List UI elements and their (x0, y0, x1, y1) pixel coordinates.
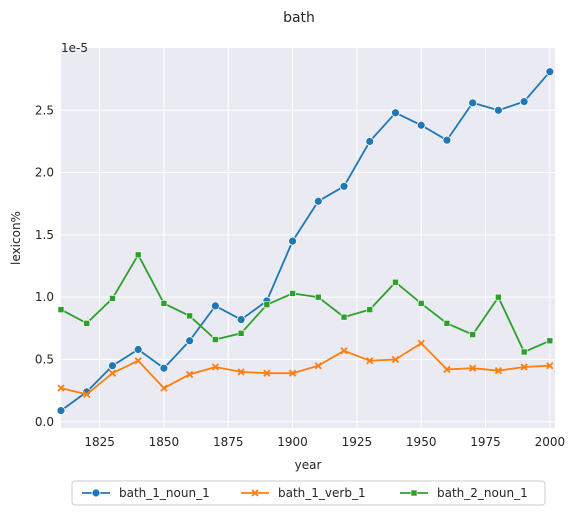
x-axis-label: year (295, 458, 322, 472)
data-point (545, 67, 555, 77)
series-layer (56, 67, 555, 415)
legend-marker (251, 489, 259, 497)
legend-label: bath_1_verb_1 (278, 486, 366, 500)
data-point (236, 315, 246, 325)
data-point (237, 330, 245, 337)
data-point (186, 370, 194, 379)
legend-marker (410, 489, 418, 497)
data-point (109, 295, 116, 302)
y-tick-label: 1.0 (35, 290, 54, 304)
data-point (520, 348, 528, 356)
series-bath_2_noun_1 (57, 251, 554, 356)
data-point (366, 357, 374, 365)
data-point (210, 301, 220, 311)
data-point (83, 390, 91, 398)
data-point (57, 384, 65, 392)
data-point (134, 357, 142, 365)
data-point (133, 345, 143, 354)
data-point (314, 362, 322, 370)
data-point (211, 363, 220, 371)
legend-label: bath_1_noun_1 (119, 486, 210, 500)
legend-marker (91, 488, 101, 498)
series-line (60, 71, 551, 412)
data-point (339, 181, 349, 191)
legend-item: bath_1_noun_1 (82, 486, 210, 500)
legend-frame (71, 480, 546, 506)
data-point (443, 320, 451, 327)
legend-label: bath_2_noun_1 (437, 486, 528, 500)
data-point (469, 364, 477, 372)
data-point (417, 300, 425, 307)
series-bath_1_noun_1 (56, 67, 555, 415)
data-point (108, 361, 117, 371)
x-tick-label: 1950 (406, 435, 437, 449)
data-point (160, 384, 168, 392)
y-axis-label: lexicon% (9, 211, 23, 265)
legend: bath_1_noun_1 bath_1_verb_1 bath_2_noun_1 (71, 480, 546, 506)
data-point (493, 105, 503, 115)
data-point (83, 320, 91, 327)
x-tick-label: 1825 (84, 435, 115, 449)
data-point (340, 347, 348, 355)
x-tick-label: 1875 (213, 435, 244, 449)
series-line (60, 342, 550, 396)
data-point (519, 97, 529, 106)
y-axis-ticks: 0.0 0.5 1.0 1.5 2.0 2.5 (35, 103, 54, 428)
y-tick-label: 1.5 (35, 228, 54, 242)
y-tick-label: 0.5 (35, 352, 54, 366)
data-point (263, 301, 271, 308)
x-tick-label: 2000 (535, 435, 566, 449)
data-point (108, 369, 117, 377)
y-tick-label: 0.0 (35, 415, 54, 429)
series-line (60, 252, 551, 354)
grid-lines (61, 48, 555, 428)
legend-item: bath_1_verb_1 (241, 486, 366, 500)
data-point (442, 135, 452, 145)
y-tick-label: 2.0 (35, 166, 54, 180)
x-tick-label: 1975 (470, 435, 501, 449)
data-point (56, 406, 66, 415)
data-point (520, 363, 528, 371)
x-tick-label: 1925 (342, 435, 373, 449)
data-point (288, 369, 297, 377)
data-point (134, 251, 142, 259)
series-bath_1_verb_1 (57, 339, 554, 398)
x-axis-ticks: 1825 1850 1875 1900 1925 1950 1975 2000 (84, 435, 565, 449)
data-point (366, 306, 374, 313)
data-point (495, 293, 502, 301)
data-point (313, 196, 323, 206)
x-tick-label: 1850 (149, 435, 180, 449)
data-point (212, 336, 219, 343)
data-point (160, 300, 168, 307)
data-point (443, 365, 451, 374)
data-point (417, 339, 425, 347)
data-point (365, 137, 375, 146)
data-point (468, 98, 478, 108)
data-point (340, 313, 348, 321)
data-point (314, 293, 322, 301)
data-point (546, 337, 554, 345)
data-point (159, 363, 169, 373)
y-offset-label: 1e-5 (61, 41, 88, 55)
data-point (185, 336, 195, 346)
chart-title: bath (283, 10, 315, 26)
plot-area (61, 48, 555, 428)
data-point (237, 368, 245, 376)
data-point (546, 362, 554, 370)
legend-item: bath_2_noun_1 (400, 486, 528, 500)
data-point (391, 108, 400, 118)
x-tick-label: 1900 (277, 435, 308, 449)
data-point (392, 278, 399, 286)
data-point (469, 331, 476, 338)
data-point (289, 290, 296, 297)
data-point (263, 369, 271, 377)
data-point (57, 306, 65, 313)
data-point (416, 120, 426, 130)
data-point (494, 367, 503, 375)
data-point (186, 312, 193, 320)
data-point (391, 355, 400, 364)
y-tick-label: 2.5 (35, 103, 54, 117)
data-point (288, 236, 297, 246)
